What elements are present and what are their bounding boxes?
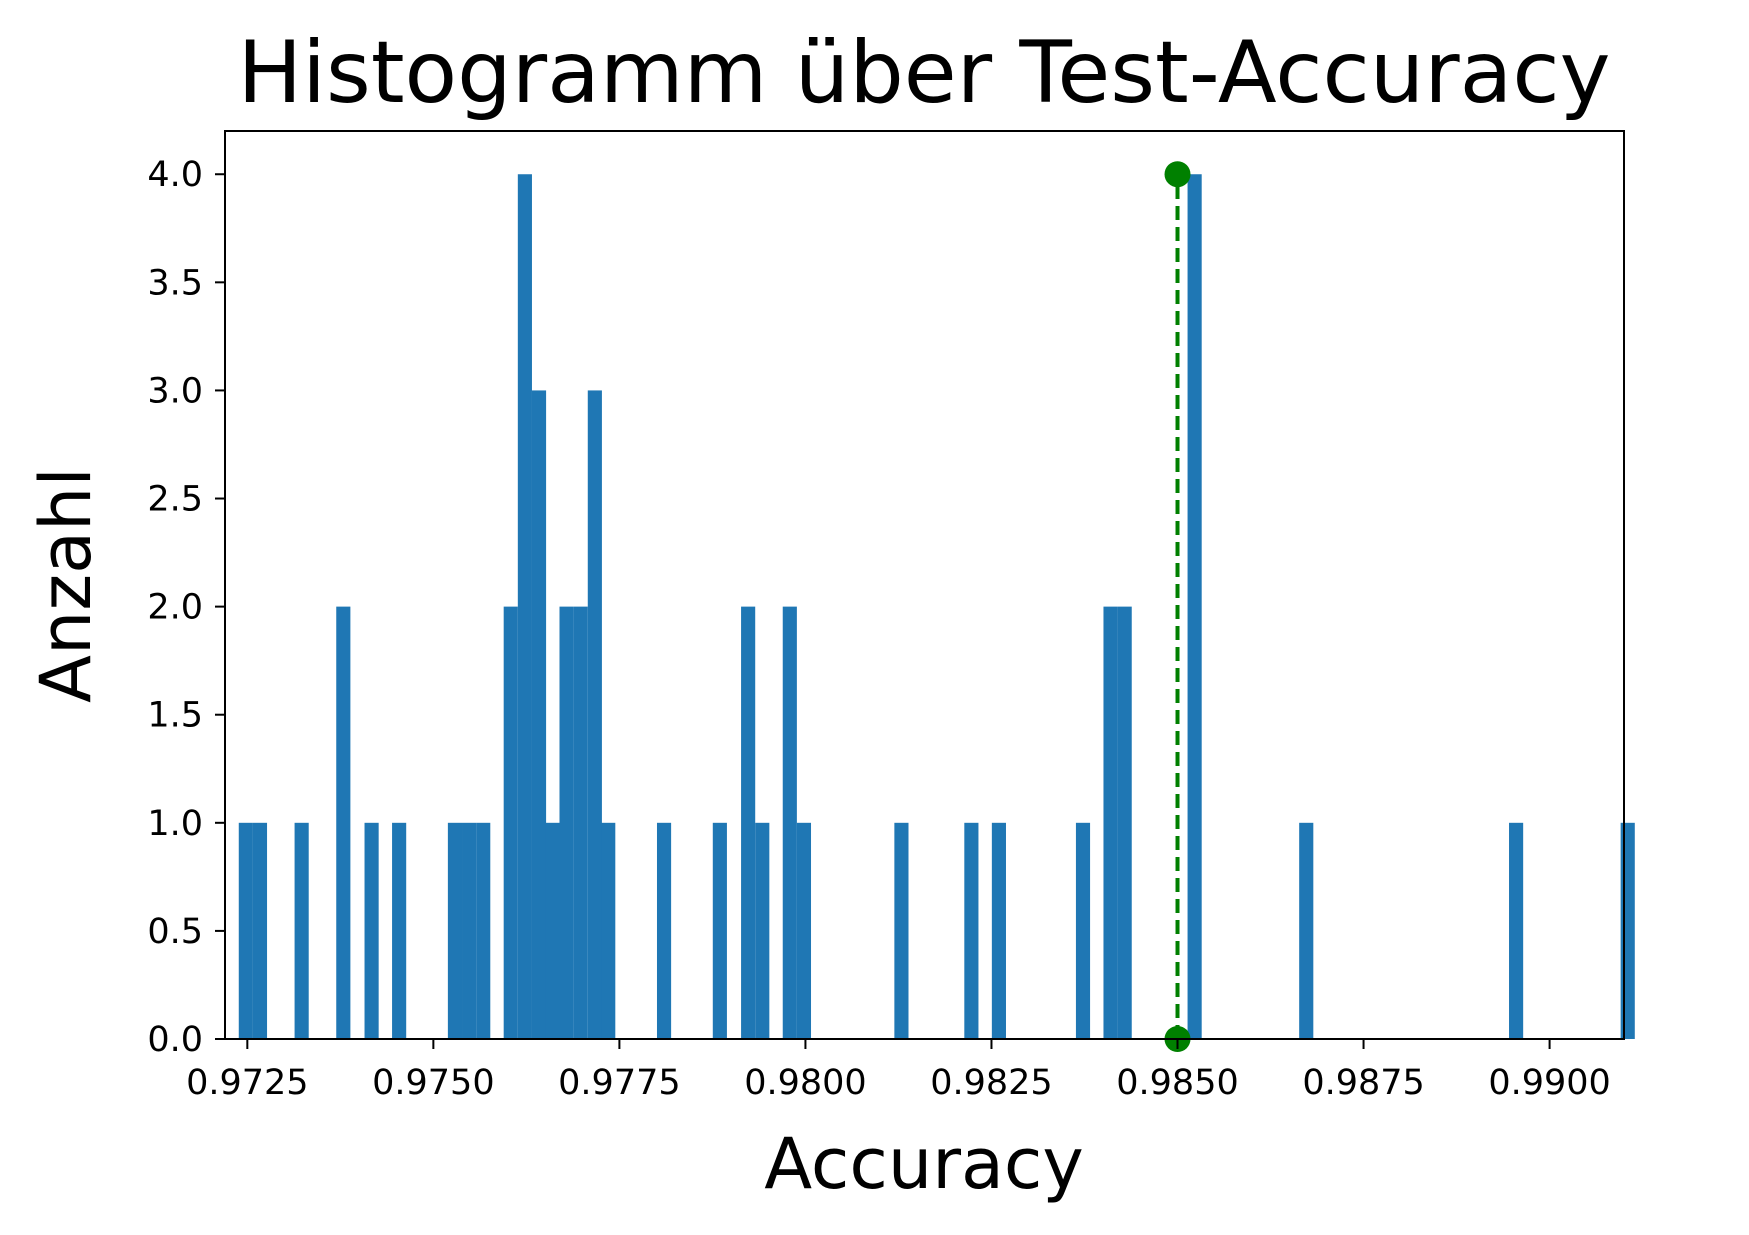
histogram-bar — [755, 822, 770, 1039]
histogram-bar — [336, 606, 351, 1039]
histogram-bar — [503, 606, 518, 1039]
histogram-bar — [782, 606, 797, 1039]
x-tick-label: 0.9850 — [1116, 1063, 1238, 1103]
x-axis-label: Accuracy — [764, 1123, 1084, 1205]
histogram-bar — [531, 390, 547, 1039]
y-tick-label: 1.5 — [147, 696, 203, 736]
histogram-bar — [1509, 822, 1524, 1039]
x-tick-label: 0.9800 — [744, 1063, 866, 1103]
x-axis-ticks: 0.9725 0.9750 0.9775 0.9800 0.9825 0.9850 0.98… — [186, 1039, 1611, 1103]
y-axis-label: Anzahl — [25, 467, 107, 703]
y-tick-label: 3.5 — [147, 263, 203, 303]
histogram-bar — [252, 822, 268, 1039]
y-tick-label: 2.0 — [147, 588, 203, 628]
y-tick-label: 0.0 — [147, 1020, 203, 1060]
y-tick-label: 1.0 — [147, 804, 203, 844]
y-tick-label: 3.0 — [147, 371, 203, 411]
plot-frame — [224, 130, 1625, 1040]
chart-title: Histogramm über Test-Accuracy — [237, 23, 1610, 123]
histogram-bar — [964, 822, 979, 1039]
histogram-bar — [601, 822, 616, 1039]
histogram-bar — [1620, 822, 1635, 1039]
x-tick-label: 0.9825 — [930, 1063, 1052, 1103]
histogram-bar — [559, 606, 574, 1039]
y-axis-ticks: 0.0 0.5 1.0 1.5 2.0 2.5 3.0 3.5 4.0 — [147, 155, 225, 1060]
histogram-bar — [1117, 606, 1132, 1039]
histogram-bar — [894, 822, 909, 1039]
histogram-bar — [545, 822, 560, 1039]
histogram-bar — [1103, 606, 1118, 1039]
histogram-bars — [238, 174, 1635, 1039]
x-tick-label: 0.9750 — [372, 1063, 494, 1103]
histogram-bar — [741, 606, 756, 1039]
histogram-bar — [1187, 174, 1202, 1039]
histogram-bar — [796, 822, 812, 1039]
histogram-bar — [462, 822, 477, 1039]
histogram-bar — [447, 822, 463, 1039]
histogram-bar — [991, 822, 1006, 1039]
y-tick-label: 0.5 — [147, 912, 203, 952]
x-tick-label: 0.9775 — [558, 1063, 680, 1103]
histogram-bar — [392, 822, 407, 1039]
histogram-bar — [587, 390, 602, 1039]
y-tick-label: 2.5 — [147, 480, 203, 520]
histogram-bar — [364, 822, 379, 1039]
x-tick-label: 0.9725 — [186, 1063, 308, 1103]
histogram-bar — [573, 606, 588, 1039]
histogram-bar — [1075, 822, 1091, 1039]
histogram-bar — [294, 822, 309, 1039]
histogram-bar — [656, 822, 672, 1039]
histogram-bar — [517, 174, 532, 1039]
x-tick-label: 0.9900 — [1488, 1063, 1610, 1103]
reference-marker-top — [1164, 161, 1191, 188]
histogram-bar — [476, 822, 491, 1039]
histogram-bar — [238, 822, 253, 1039]
x-tick-label: 0.9875 — [1302, 1063, 1424, 1103]
histogram-bar — [1299, 822, 1314, 1039]
histogram-bar — [712, 822, 727, 1039]
y-tick-label: 4.0 — [147, 155, 203, 195]
